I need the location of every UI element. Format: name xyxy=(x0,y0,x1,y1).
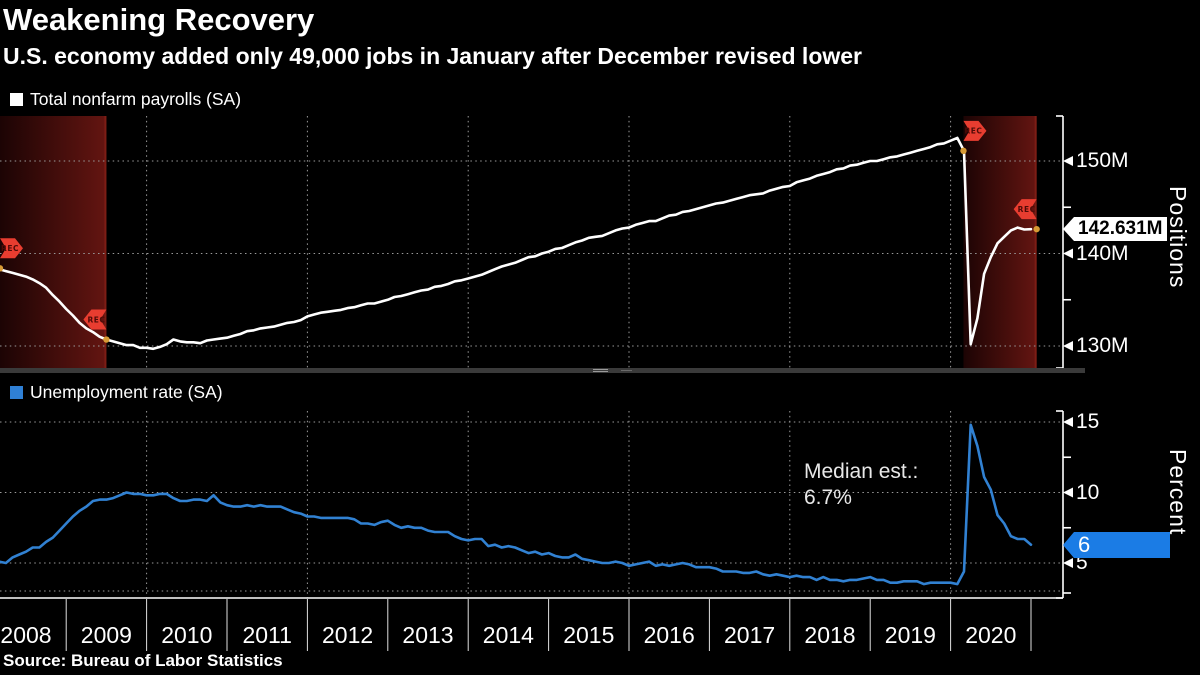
payrolls-last-value: 142.631M xyxy=(1078,218,1163,239)
divider-drag-handle-icon[interactable] xyxy=(593,369,608,372)
x-axis-year-label: 2009 xyxy=(80,622,132,648)
svg-text:REC: REC xyxy=(1018,205,1036,214)
chart-subtitle: U.S. economy added only 49,000 jobs in J… xyxy=(3,43,862,69)
recession-marker-dot xyxy=(103,336,110,343)
x-axis-year-label: 2008 xyxy=(0,622,52,648)
legend-unemployment: Unemployment rate (SA) xyxy=(10,382,223,403)
y-axis-tick-label: 140M xyxy=(1076,241,1129,265)
payrolls-swatch-icon xyxy=(10,93,23,106)
payrolls-line xyxy=(0,136,1033,351)
x-axis-year-label: 2014 xyxy=(482,622,534,648)
y-axis-title-percent: Percent xyxy=(1165,449,1191,536)
x-axis-year-label: 2018 xyxy=(804,622,856,648)
median-estimate-line1: Median est.: xyxy=(804,460,919,483)
rec-badge-icon xyxy=(963,120,987,141)
x-axis-year-label: 2020 xyxy=(965,622,1017,648)
unemployment-value-pill: 6 xyxy=(1063,532,1170,558)
y-axis-title-positions: Positions xyxy=(1165,186,1191,289)
recession-marker-dot xyxy=(0,265,4,272)
x-axis-year-label: 2012 xyxy=(322,622,374,648)
unemployment-last-value: 6 xyxy=(1078,532,1091,557)
unemployment-swatch-icon xyxy=(10,386,23,399)
legend-payrolls: Total nonfarm payrolls (SA) xyxy=(10,89,241,110)
svg-text:REC: REC xyxy=(87,315,105,324)
x-axis-year-label: 2011 xyxy=(242,622,292,648)
median-estimate-annotation: Median est.: 6.7% xyxy=(804,459,918,511)
x-axis-year-label: 2016 xyxy=(643,622,695,648)
chart-title: Weakening Recovery xyxy=(3,2,315,37)
svg-text:REC: REC xyxy=(965,127,983,136)
panel-divider[interactable] xyxy=(0,368,1085,373)
x-axis-year-label: 2015 xyxy=(563,622,615,648)
legend-payrolls-label: Total nonfarm payrolls (SA) xyxy=(30,89,242,109)
recession-marker-dot xyxy=(960,147,967,155)
y-axis-tick-label: 150M xyxy=(1076,149,1129,172)
recession-marker-dot xyxy=(1033,225,1040,233)
y-axis-tick-label: 10 xyxy=(1076,480,1100,504)
x-axis-year-label: 2019 xyxy=(884,622,936,648)
rec-badge-icon xyxy=(83,309,107,330)
x-axis-year-label: 2013 xyxy=(402,622,454,648)
y-axis-tick-label: 15 xyxy=(1076,410,1100,433)
x-axis-year-label: 2017 xyxy=(724,622,776,648)
median-estimate-line2: 6.7% xyxy=(804,486,852,509)
legend-unemployment-label: Unemployment rate (SA) xyxy=(30,382,223,402)
x-axis: 2008 2009 2010 2011 2012 2013 2014 2015 2016 2017… xyxy=(0,622,1200,652)
y-axis-tick-label: 130M xyxy=(1076,334,1129,357)
rec-badge-icon xyxy=(0,238,23,259)
y-axis-tick-label: 5 xyxy=(1076,551,1088,574)
rec-badge-icon xyxy=(1013,199,1037,220)
x-axis-year-label: 2010 xyxy=(161,622,213,648)
divider-mark xyxy=(621,370,632,371)
unemployment-line xyxy=(0,423,1033,586)
source-note: Source: Bureau of Labor Statistics xyxy=(3,651,283,670)
svg-text:REC: REC xyxy=(1,244,19,253)
payrolls-value-pill: 142.631M xyxy=(1063,217,1167,241)
